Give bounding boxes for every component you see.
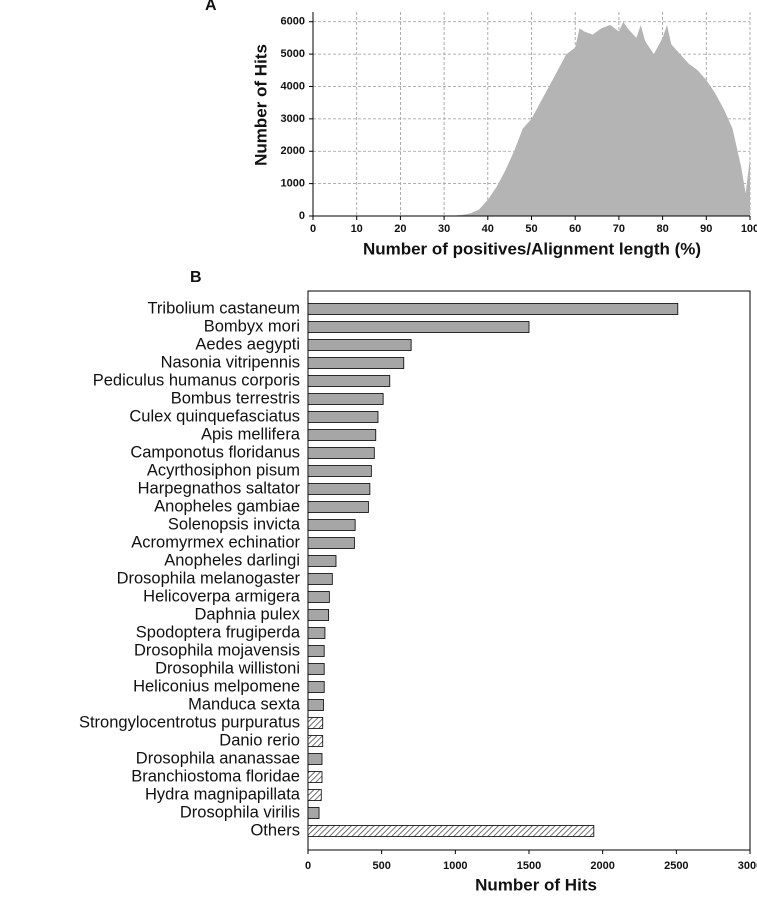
category-label: Camponotus floridanus xyxy=(130,443,300,461)
bar xyxy=(307,483,371,495)
bar xyxy=(307,519,356,531)
y-tick-label: 0 xyxy=(299,210,305,222)
y-tick-label: 1000 xyxy=(281,178,305,190)
x-tick-label: 40 xyxy=(482,223,494,235)
x-tick-label: 3000 xyxy=(738,860,757,872)
category-label: Acromyrmex echinatior xyxy=(131,533,300,551)
x-tick-label: 0 xyxy=(310,223,316,235)
category-label: Hydra magnipapillata xyxy=(145,785,301,803)
x-axis-title: Number of positives/Alignment length (%) xyxy=(363,239,701,258)
bar xyxy=(307,465,372,477)
category-label: Spodoptera frugiperda xyxy=(136,623,301,641)
bar xyxy=(307,591,330,603)
x-tick-label: 90 xyxy=(700,223,712,235)
bar xyxy=(307,789,322,801)
category-label: Acyrthosiphon pisum xyxy=(147,461,300,479)
x-tick-label: 80 xyxy=(656,223,668,235)
x-tick-label: 500 xyxy=(372,860,390,872)
category-label: Manduca sexta xyxy=(188,695,301,713)
x-tick-label: 70 xyxy=(613,223,625,235)
bar xyxy=(307,735,324,747)
bar xyxy=(307,447,375,459)
category-label: Drosophila virilis xyxy=(180,803,300,821)
category-label: Helicoverpa armigera xyxy=(143,587,301,605)
category-label: Branchiostoma floridae xyxy=(131,767,300,785)
bar xyxy=(307,339,412,351)
bar xyxy=(307,357,405,369)
category-label: Drosophila mojavensis xyxy=(134,641,300,659)
category-label: Bombyx mori xyxy=(204,317,300,335)
category-label: Pediculus humanus corporis xyxy=(93,371,300,389)
category-label: Strongylocentrotus purpuratus xyxy=(79,713,300,731)
bar xyxy=(307,609,330,621)
bar xyxy=(307,717,324,729)
y-axis-title: Number of Hits xyxy=(251,44,270,166)
y-tick-label: 6000 xyxy=(281,16,305,28)
category-label: Solenopsis invicta xyxy=(168,515,301,533)
category-label: Others xyxy=(250,821,300,839)
x-tick-label: 100 xyxy=(741,223,757,235)
bar xyxy=(307,573,333,585)
bar xyxy=(307,627,326,639)
bar xyxy=(307,699,324,711)
x-tick-label: 10 xyxy=(351,223,363,235)
category-label: Drosophila willistoni xyxy=(155,659,300,677)
category-label: Anopheles gambiae xyxy=(154,497,300,515)
bar xyxy=(307,537,355,549)
plot-frame xyxy=(307,290,751,851)
category-label: Bombus terrestris xyxy=(171,389,300,407)
bar xyxy=(307,321,530,333)
category-label: Culex quinquefasciatus xyxy=(129,407,300,425)
x-tick-label: 1500 xyxy=(517,860,541,872)
bar xyxy=(307,645,325,657)
category-label: Aedes aegypti xyxy=(195,335,300,353)
bar xyxy=(307,771,323,783)
x-tick-label: 60 xyxy=(569,223,581,235)
x-tick-label: 20 xyxy=(394,223,406,235)
bar xyxy=(307,393,384,405)
bar xyxy=(307,375,391,387)
x-tick-label: 30 xyxy=(438,223,450,235)
panel-label: A xyxy=(205,0,217,14)
y-tick-label: 2000 xyxy=(281,145,305,157)
category-label: Harpegnathos saltator xyxy=(138,479,301,497)
area xyxy=(313,21,750,217)
bar xyxy=(307,807,320,819)
bar xyxy=(307,303,679,315)
y-tick-label: 4000 xyxy=(281,80,305,92)
x-tick-label: 2000 xyxy=(590,860,614,872)
y-tick-label: 3000 xyxy=(281,113,305,125)
x-axis-title: Number of Hits xyxy=(475,875,597,894)
category-label: Heliconius melpomene xyxy=(133,677,300,695)
category-label: Danio rerio xyxy=(219,731,300,749)
x-tick-label: 1000 xyxy=(443,860,467,872)
category-label: Anopheles darlingi xyxy=(164,551,300,569)
bar xyxy=(307,753,323,765)
x-tick-label: 2500 xyxy=(664,860,688,872)
bar xyxy=(307,555,337,567)
bar xyxy=(307,825,595,837)
bar xyxy=(307,411,379,423)
category-label: Daphnia pulex xyxy=(195,605,301,623)
category-label: Nasonia vitripennis xyxy=(161,353,300,371)
category-label: Apis mellifera xyxy=(201,425,301,443)
x-tick-label: 0 xyxy=(305,860,311,872)
bar xyxy=(307,429,377,441)
category-label: Drosophila melanogaster xyxy=(117,569,301,587)
bar xyxy=(307,663,325,675)
category-label: Tribolium castaneum xyxy=(147,299,300,317)
panel-label: B xyxy=(190,269,202,286)
category-label: Drosophila ananassae xyxy=(136,749,300,767)
bar xyxy=(307,681,325,693)
y-tick-label: 5000 xyxy=(281,48,305,60)
bar xyxy=(307,501,369,513)
x-tick-label: 50 xyxy=(525,223,537,235)
